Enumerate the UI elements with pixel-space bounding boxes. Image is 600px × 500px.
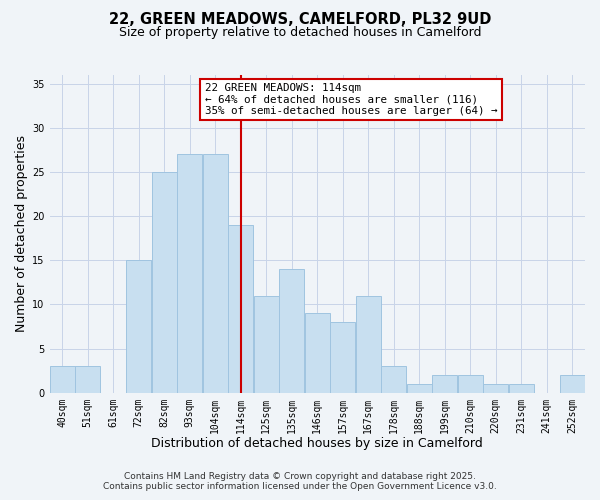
Text: 22 GREEN MEADOWS: 114sqm
← 64% of detached houses are smaller (116)
35% of semi-: 22 GREEN MEADOWS: 114sqm ← 64% of detach… bbox=[205, 83, 497, 116]
Bar bbox=[76, 366, 100, 392]
Text: 22, GREEN MEADOWS, CAMELFORD, PL32 9UD: 22, GREEN MEADOWS, CAMELFORD, PL32 9UD bbox=[109, 12, 491, 28]
Bar bbox=[152, 172, 176, 392]
Bar bbox=[484, 384, 508, 392]
Bar bbox=[178, 154, 202, 392]
Bar bbox=[254, 296, 278, 392]
Bar bbox=[560, 375, 584, 392]
Text: Size of property relative to detached houses in Camelford: Size of property relative to detached ho… bbox=[119, 26, 481, 39]
Bar bbox=[203, 154, 227, 392]
Bar bbox=[382, 366, 406, 392]
Bar bbox=[50, 366, 74, 392]
Bar bbox=[509, 384, 533, 392]
Y-axis label: Number of detached properties: Number of detached properties bbox=[15, 136, 28, 332]
Bar bbox=[305, 314, 329, 392]
Bar bbox=[458, 375, 482, 392]
Bar bbox=[407, 384, 431, 392]
Bar bbox=[127, 260, 151, 392]
Bar bbox=[433, 375, 457, 392]
Bar bbox=[280, 269, 304, 392]
Text: Contains HM Land Registry data © Crown copyright and database right 2025.
Contai: Contains HM Land Registry data © Crown c… bbox=[103, 472, 497, 491]
Bar bbox=[229, 225, 253, 392]
Bar bbox=[356, 296, 380, 392]
Bar bbox=[331, 322, 355, 392]
X-axis label: Distribution of detached houses by size in Camelford: Distribution of detached houses by size … bbox=[151, 437, 483, 450]
